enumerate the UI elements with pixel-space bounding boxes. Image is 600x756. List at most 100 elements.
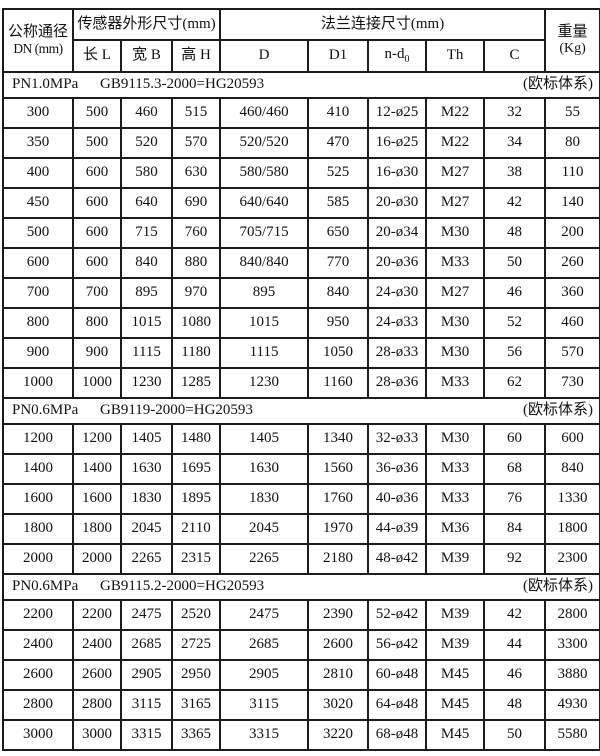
data-row-dn-500: 500 600 715 760 705/715 650 20-ø34 M30 48 200 bbox=[2, 217, 600, 249]
data-cell: 800 bbox=[2, 307, 74, 339]
data-cell: 1015 bbox=[219, 307, 310, 339]
data-cell: 28-ø33 bbox=[367, 337, 428, 369]
flange-spec-table: 公称通径 DN (mm) 传感器外形尺寸(mm) 法兰连接尺寸(mm) 重量 (… bbox=[1, 8, 600, 751]
data-cell: 570 bbox=[170, 127, 222, 159]
data-cell: 2200 bbox=[2, 599, 74, 631]
data-cell: 1760 bbox=[307, 483, 370, 515]
data-cell: 20-ø34 bbox=[367, 217, 428, 249]
data-cell: 570 bbox=[544, 337, 600, 369]
data-cell: M33 bbox=[425, 453, 486, 485]
data-cell: 580/580 bbox=[219, 157, 310, 189]
data-cell: 56 bbox=[483, 337, 547, 369]
data-cell: 840 bbox=[120, 247, 173, 279]
data-cell: 2000 bbox=[72, 543, 122, 575]
data-cell: 640 bbox=[120, 187, 173, 219]
data-row-dn-350: 350 500 520 570 520/520 470 16-ø25 M22 34 80 bbox=[2, 127, 600, 159]
data-cell: 1400 bbox=[72, 453, 122, 485]
header-group-flange-dimensions: 法兰连接尺寸(mm) bbox=[219, 8, 547, 41]
data-cell: 16-ø30 bbox=[367, 157, 428, 189]
data-row-dn-2000: 2000 2000 2265 2315 2265 2180 48-ø42 M39 92 2300 bbox=[2, 543, 600, 575]
data-cell: 2200 bbox=[72, 599, 122, 631]
data-cell: 2000 bbox=[2, 543, 74, 575]
data-row-dn-400: 400 600 580 630 580/580 525 16-ø30 M27 38 110 bbox=[2, 157, 600, 189]
data-cell: 970 bbox=[170, 277, 222, 309]
data-cell: 1330 bbox=[544, 483, 600, 515]
data-cell: 60-ø48 bbox=[367, 659, 428, 691]
data-cell: 1080 bbox=[170, 307, 222, 339]
data-cell: 900 bbox=[2, 337, 74, 369]
data-cell: 630 bbox=[170, 157, 222, 189]
data-cell: 2300 bbox=[544, 543, 600, 575]
data-cell: 1600 bbox=[72, 483, 122, 515]
data-cell: 500 bbox=[2, 217, 74, 249]
data-cell: 2045 bbox=[120, 513, 173, 545]
data-cell: 4930 bbox=[544, 689, 600, 721]
data-cell: 2950 bbox=[170, 659, 222, 691]
data-cell: 600 bbox=[72, 247, 122, 279]
data-cell: 12-ø25 bbox=[367, 97, 428, 129]
data-cell: 1015 bbox=[120, 307, 173, 339]
data-cell: 24-ø30 bbox=[367, 277, 428, 309]
data-cell: 2315 bbox=[170, 543, 222, 575]
data-cell: M30 bbox=[425, 307, 486, 339]
data-cell: 650 bbox=[307, 217, 370, 249]
data-cell: 3315 bbox=[219, 719, 310, 751]
data-cell: 470 bbox=[307, 127, 370, 159]
data-cell: 68-ø48 bbox=[367, 719, 428, 751]
section-header-row: PN1.0MPa GB9115.3-2000=HG20593 (欧标体系) bbox=[1, 71, 600, 99]
data-cell: 900 bbox=[72, 337, 122, 369]
section-standard: GB9115.3-2000=HG20593 bbox=[100, 76, 265, 93]
data-cell: 3115 bbox=[219, 689, 310, 721]
data-cell: M22 bbox=[425, 127, 486, 159]
data-cell: 34 bbox=[483, 127, 547, 159]
data-cell: 68 bbox=[483, 453, 547, 485]
data-cell: 20-ø36 bbox=[367, 247, 428, 279]
data-cell: 3300 bbox=[544, 629, 600, 661]
data-cell: M30 bbox=[425, 423, 486, 455]
data-cell: 48 bbox=[483, 217, 547, 249]
header-weight-unit: (Kg) bbox=[559, 41, 586, 57]
data-cell: 84 bbox=[483, 513, 547, 545]
data-cell: 2810 bbox=[307, 659, 370, 691]
data-cell: 1830 bbox=[219, 483, 310, 515]
data-cell: 1340 bbox=[307, 423, 370, 455]
data-cell: 50 bbox=[483, 719, 547, 751]
header-col-length: 长 L bbox=[72, 39, 122, 73]
data-cell: 2475 bbox=[120, 599, 173, 631]
data-cell: 410 bbox=[307, 97, 370, 129]
data-cell: 3220 bbox=[307, 719, 370, 751]
data-cell: 840/840 bbox=[219, 247, 310, 279]
data-cell: 2400 bbox=[72, 629, 122, 661]
data-cell: 42 bbox=[483, 599, 547, 631]
data-cell: 600 bbox=[544, 423, 600, 455]
data-cell: 500 bbox=[72, 97, 122, 129]
data-cell: 300 bbox=[2, 97, 74, 129]
data-cell: 1830 bbox=[120, 483, 173, 515]
data-cell: 1115 bbox=[219, 337, 310, 369]
section-note: (欧标体系) bbox=[523, 578, 594, 595]
section-pressure: PN0.6MPa bbox=[12, 402, 79, 419]
data-cell: 1895 bbox=[170, 483, 222, 515]
section-standard: GB9115.2-2000=HG20593 bbox=[100, 578, 265, 595]
data-cell: 44-ø39 bbox=[367, 513, 428, 545]
data-cell: 3315 bbox=[120, 719, 173, 751]
data-cell: 3365 bbox=[170, 719, 222, 751]
data-cell: 585 bbox=[307, 187, 370, 219]
data-cell: 950 bbox=[307, 307, 370, 339]
data-cell: 600 bbox=[72, 187, 122, 219]
data-row-dn-300: 300 500 460 515 460/460 410 12-ø25 M22 32 55 bbox=[2, 97, 600, 129]
data-cell: 525 bbox=[307, 157, 370, 189]
data-cell: 260 bbox=[544, 247, 600, 279]
data-cell: 880 bbox=[170, 247, 222, 279]
data-cell: M27 bbox=[425, 187, 486, 219]
section-note: (欧标体系) bbox=[523, 76, 594, 93]
data-cell: M33 bbox=[425, 367, 486, 399]
data-cell: 730 bbox=[544, 367, 600, 399]
data-cell: 450 bbox=[2, 187, 74, 219]
header-group-sensor-dimensions: 传感器外形尺寸(mm) bbox=[71, 8, 222, 41]
data-cell: M33 bbox=[425, 247, 486, 279]
data-cell: 460 bbox=[544, 307, 600, 339]
data-cell: 1115 bbox=[120, 337, 173, 369]
header-nominal-diameter: 公称通径 DN (mm) bbox=[2, 8, 74, 73]
